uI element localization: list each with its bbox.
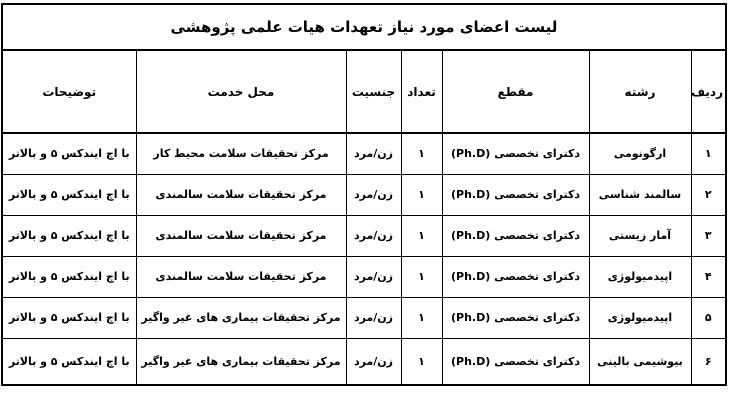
cell-count: ۱ bbox=[400, 132, 443, 175]
cell-service-location: مرکز تحقیقات سلامت سالمندی bbox=[135, 214, 347, 257]
cell-notes: با اچ ایندکس ۵ و بالاتر bbox=[1, 214, 137, 257]
header-gender: جنسیت bbox=[345, 49, 402, 134]
cell-service-location: مرکز تحقیقات بیماری های غیر واگیر bbox=[135, 296, 347, 339]
table-row: ۲ سالمند شناسی دکترای تخصصی (Ph.D) ۱ زن/… bbox=[1, 173, 727, 216]
cell-gender: زن/مرد bbox=[345, 214, 402, 257]
cell-degree-level: دکترای تخصصی (Ph.D) bbox=[441, 337, 590, 386]
table-row: ۳ آمار زیستی دکترای تخصصی (Ph.D) ۱ زن/مر… bbox=[1, 214, 727, 257]
cell-gender: زن/مرد bbox=[345, 296, 402, 339]
table-header-row: ردیف رشته مقطع تعداد جنسیت محل خدمت توضی… bbox=[1, 49, 727, 134]
cell-service-location: مرکز تحقیقات بیماری های غیر واگیر bbox=[135, 337, 347, 386]
cell-degree-level: دکترای تخصصی (Ph.D) bbox=[441, 173, 590, 216]
cell-notes: با اچ ایندکس ۵ و بالاتر bbox=[1, 296, 137, 339]
cell-service-location: مرکز تحقیقات سلامت سالمندی bbox=[135, 173, 347, 216]
table-row: ۵ اپیدمیولوژی دکترای تخصصی (Ph.D) ۱ زن/م… bbox=[1, 296, 727, 339]
cell-field: ارگونومی bbox=[588, 132, 692, 175]
cell-row-number: ۱ bbox=[690, 132, 727, 175]
table-title: لیست اعضای مورد نیاز تعهدات هیات علمی پژ… bbox=[1, 3, 727, 51]
table-row: ۱ ارگونومی دکترای تخصصی (Ph.D) ۱ زن/مرد … bbox=[1, 132, 727, 175]
cell-notes: با اچ ایندکس ۵ و بالاتر bbox=[1, 337, 137, 386]
table-row: ۴ اپیدمیولوژی دکترای تخصصی (Ph.D) ۱ زن/م… bbox=[1, 255, 727, 298]
cell-row-number: ۶ bbox=[690, 337, 727, 386]
cell-degree-level: دکترای تخصصی (Ph.D) bbox=[441, 296, 590, 339]
faculty-requirements-table: لیست اعضای مورد نیاز تعهدات هیات علمی پژ… bbox=[0, 3, 727, 386]
cell-count: ۱ bbox=[400, 173, 443, 216]
cell-degree-level: دکترای تخصصی (Ph.D) bbox=[441, 214, 590, 257]
cell-field: بیوشیمی بالینی bbox=[588, 337, 692, 386]
header-field: رشته bbox=[588, 49, 692, 134]
header-degree-level: مقطع bbox=[441, 49, 590, 134]
cell-service-location: مرکز تحقیقات سلامت محیط کار bbox=[135, 132, 347, 175]
table-row: ۶ بیوشیمی بالینی دکترای تخصصی (Ph.D) ۱ ز… bbox=[1, 337, 727, 386]
cell-gender: زن/مرد bbox=[345, 255, 402, 298]
cell-degree-level: دکترای تخصصی (Ph.D) bbox=[441, 255, 590, 298]
cell-gender: زن/مرد bbox=[345, 132, 402, 175]
cell-count: ۱ bbox=[400, 255, 443, 298]
cell-row-number: ۳ bbox=[690, 214, 727, 257]
cell-field: سالمند شناسی bbox=[588, 173, 692, 216]
header-count: تعداد bbox=[400, 49, 443, 134]
table-title-row: لیست اعضای مورد نیاز تعهدات هیات علمی پژ… bbox=[1, 3, 727, 51]
cell-notes: با اچ ایندکس ۵ و بالاتر bbox=[1, 132, 137, 175]
cell-field: آمار زیستی bbox=[588, 214, 692, 257]
header-notes: توضیحات bbox=[1, 49, 137, 134]
cell-field: اپیدمیولوژی bbox=[588, 255, 692, 298]
cell-gender: زن/مرد bbox=[345, 337, 402, 386]
header-service-location: محل خدمت bbox=[135, 49, 347, 134]
cell-row-number: ۲ bbox=[690, 173, 727, 216]
cell-row-number: ۵ bbox=[690, 296, 727, 339]
cell-degree-level: دکترای تخصصی (Ph.D) bbox=[441, 132, 590, 175]
cell-notes: با اچ ایندکس ۵ و بالاتر bbox=[1, 173, 137, 216]
cell-service-location: مرکز تحقیقات سلامت سالمندی bbox=[135, 255, 347, 298]
header-row-number: ردیف bbox=[690, 49, 727, 134]
cell-field: اپیدمیولوژی bbox=[588, 296, 692, 339]
cell-count: ۱ bbox=[400, 337, 443, 386]
cell-count: ۱ bbox=[400, 214, 443, 257]
cell-row-number: ۴ bbox=[690, 255, 727, 298]
cell-notes: با اچ ایندکس ۵ و بالاتر bbox=[1, 255, 137, 298]
cell-count: ۱ bbox=[400, 296, 443, 339]
cell-gender: زن/مرد bbox=[345, 173, 402, 216]
